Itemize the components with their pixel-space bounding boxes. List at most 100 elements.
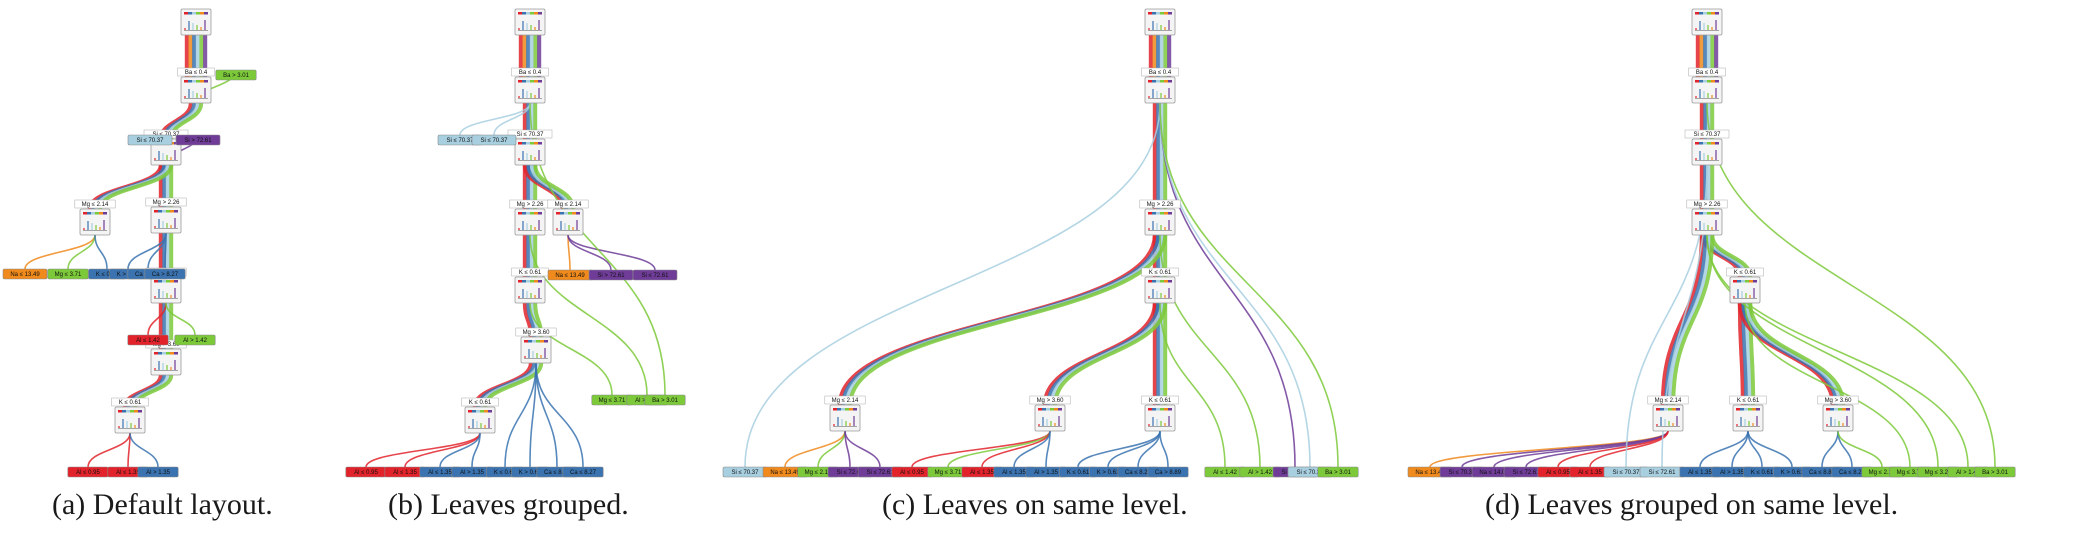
leaf-node[interactable]: Ba > 3.01 <box>644 394 686 406</box>
class-bar-segment <box>99 212 103 215</box>
leaf-node[interactable]: Al ≤ 0.95 <box>891 466 933 478</box>
split-node[interactable] <box>1822 404 1854 432</box>
split-node[interactable] <box>514 138 546 166</box>
leaf-node[interactable]: Na ≤ 13.49 <box>547 269 593 281</box>
leaf-node[interactable]: Al ≤ 1.42 <box>127 334 169 346</box>
leaf-node-text: Si ≤ 70.37 <box>1449 470 1477 476</box>
leaf-node[interactable]: Ba > 3.01 <box>1317 466 1359 478</box>
leaf-node[interactable]: Mg ≤ 3.71 <box>927 466 969 478</box>
class-bar-segment <box>522 280 526 283</box>
leaf-node-text: Ca > 8.89 <box>1155 470 1182 476</box>
split-node[interactable] <box>79 208 111 236</box>
split-node[interactable] <box>114 406 146 434</box>
root-node[interactable] <box>180 8 212 36</box>
class-bar-segment <box>1672 408 1676 411</box>
class-bar-segment <box>480 410 484 413</box>
leaf-edge <box>1159 102 1296 468</box>
class-bar-segment <box>538 212 542 215</box>
leaf-node[interactable]: Si ≤ 70.37 <box>127 134 173 146</box>
split-node[interactable] <box>150 276 182 304</box>
leaf-node[interactable]: Mg ≤ 3.71 <box>47 268 89 280</box>
leaf-node[interactable]: Al ≤ 1.35 <box>384 466 426 478</box>
leaf-node[interactable]: Si ≤ 70.37 <box>722 466 768 478</box>
class-bar-segment <box>1148 80 1152 83</box>
leaf-node[interactable]: Al ≤ 1.35 <box>993 466 1035 478</box>
leaf-edge <box>365 432 481 468</box>
leaf-node[interactable]: Mg ≤ 3.71 <box>591 394 633 406</box>
leaf-node[interactable]: Si > 72.61 <box>175 134 221 146</box>
split-node[interactable] <box>829 404 861 432</box>
leaf-node[interactable]: Al > 1.42 <box>174 334 216 346</box>
leaf-node[interactable]: Ca > 8.89 <box>1147 466 1189 478</box>
split-node[interactable] <box>1691 138 1723 166</box>
split-node[interactable] <box>514 208 546 236</box>
split-rule-text: Mg > 2.26 <box>1147 202 1175 208</box>
leaf-edge <box>1821 430 1839 468</box>
leaf-edge <box>1045 430 1051 468</box>
split-node[interactable] <box>1691 76 1723 104</box>
split-rule-label: K ≤ 0.61 <box>1141 395 1179 405</box>
split-node[interactable] <box>1144 276 1176 304</box>
split-node[interactable] <box>150 206 182 234</box>
split-node[interactable] <box>464 406 496 434</box>
class-bar-segment <box>162 352 166 355</box>
split-node[interactable] <box>1034 404 1066 432</box>
class-bar-segment <box>83 212 87 215</box>
leaf-node-box <box>471 134 517 146</box>
leaf-edge <box>784 430 846 468</box>
split-node[interactable] <box>514 76 546 104</box>
split-node[interactable] <box>150 348 182 376</box>
class-bar-segment <box>1695 212 1699 215</box>
class-bar-segment <box>518 212 522 215</box>
split-node[interactable] <box>1652 404 1684 432</box>
class-bar-segment <box>1715 142 1719 145</box>
split-rule-text: Mg ≤ 2.14 <box>832 398 859 404</box>
caption-d: (d) Leaves grouped on same level. <box>1485 488 1899 521</box>
class-bar-segment <box>130 410 134 413</box>
split-node[interactable] <box>1144 404 1176 432</box>
split-node[interactable] <box>180 76 212 104</box>
class-bar-segment <box>1699 212 1703 215</box>
leaf-node-text: Al ≤ 1.35 <box>116 470 140 476</box>
class-bar-segment <box>522 80 526 83</box>
class-bar-segment <box>536 340 540 343</box>
split-node[interactable] <box>1729 276 1761 304</box>
split-node[interactable] <box>520 336 552 364</box>
root-node[interactable] <box>1691 8 1723 36</box>
root-node[interactable] <box>1144 8 1176 36</box>
leaf-node[interactable]: Si ≤ 70.37 <box>471 134 517 146</box>
split-node[interactable] <box>1144 76 1176 104</box>
split-node[interactable] <box>514 276 546 304</box>
leaf-node[interactable]: Al ≤ 0.95 <box>1537 466 1579 478</box>
leaf-node[interactable]: Na ≤ 13.49 <box>2 268 48 280</box>
split-node[interactable] <box>552 208 584 236</box>
leaf-node-text: Si ≤ 70.37 <box>137 138 165 144</box>
split-rule-text: Si ≤ 70.37 <box>517 132 545 138</box>
split-node[interactable] <box>1732 404 1764 432</box>
split-node[interactable] <box>1144 208 1176 236</box>
leaf-node-text: Al ≤ 0.95 <box>76 470 100 476</box>
leaf-node-text: Ba > 3.01 <box>223 73 250 79</box>
leaf-node[interactable]: Al ≤ 0.95 <box>67 466 109 478</box>
leaf-node[interactable]: Si ≤ 72.61 <box>632 269 678 281</box>
root-node[interactable] <box>514 8 546 36</box>
leaf-node[interactable]: Al > 1.35 <box>451 466 493 478</box>
split-node[interactable] <box>1691 208 1723 236</box>
class-bar-segment <box>87 212 91 215</box>
split-rule-text: K ≤ 0.61 <box>1734 270 1757 276</box>
leaf-node[interactable]: Al > 1.35 <box>137 466 179 478</box>
leaf-node[interactable]: K > 0.61 <box>1773 466 1811 478</box>
class-bar-segment <box>1699 142 1703 145</box>
class-bar-segment <box>1164 80 1168 83</box>
panel-b: Ba ≤ 0.4 Si ≤ 70.37 Mg > 2.26 Mg ≤ 2.14 K ≤ … <box>345 8 686 478</box>
leaf-node[interactable]: Si ≤ 72.61 <box>1639 466 1685 478</box>
leaf-node[interactable]: Ca ≤ 8.27 <box>562 466 604 478</box>
leaf-node[interactable]: Ca > 8.27 <box>144 268 186 280</box>
leaf-node-text: K ≤ 0.61 <box>1751 470 1774 476</box>
leaf-node[interactable]: Al ≤ 0.95 <box>345 466 387 478</box>
leaf-node[interactable]: Si > 72.61 <box>588 269 634 281</box>
leaf-node[interactable]: Al ≤ 1.42 <box>1204 466 1246 478</box>
class-bar-segment <box>1156 80 1160 83</box>
leaf-node[interactable]: Ba > 3.01 <box>1974 466 2016 478</box>
leaf-node[interactable]: Ba > 3.01 <box>215 69 257 81</box>
